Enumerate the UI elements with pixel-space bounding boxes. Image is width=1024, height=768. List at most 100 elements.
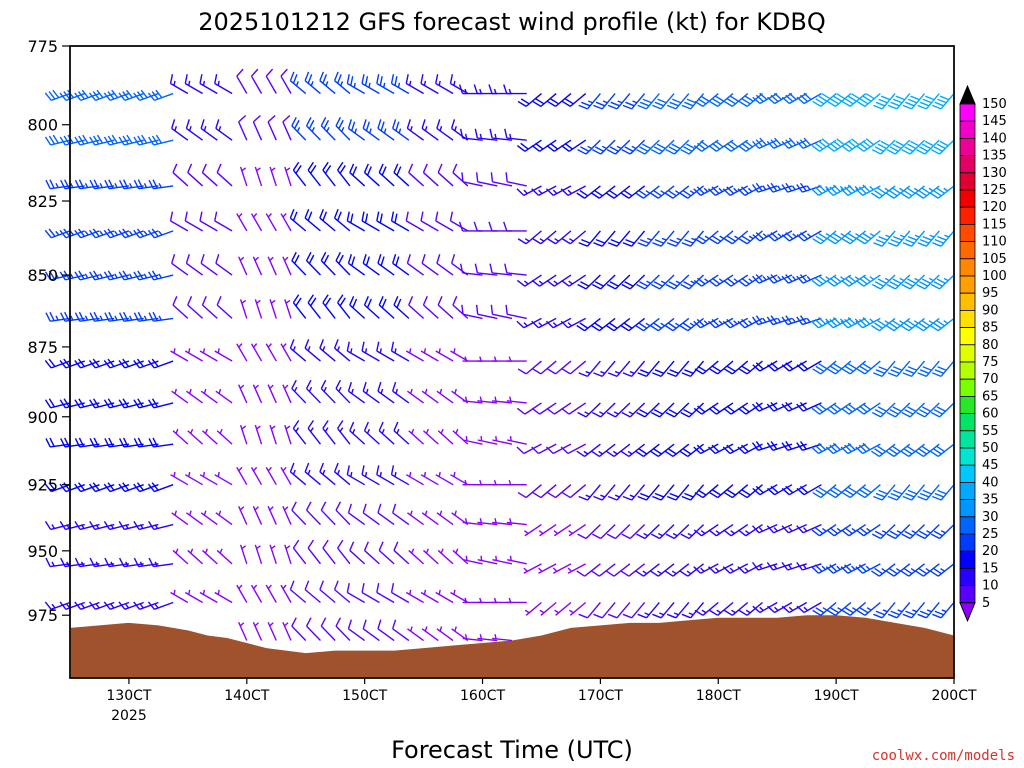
wind-barb [333,208,351,232]
wind-barb [405,211,424,232]
wind-barb [737,274,763,287]
wind-barb [492,436,513,445]
wind-barb [606,402,631,418]
wind-barb [393,541,410,565]
wind-barb [636,139,660,155]
wind-barb [901,139,926,155]
wind-barb [407,626,425,642]
wind-barb [517,360,542,375]
wind-barb [74,437,100,448]
wind-barb [236,68,248,94]
wind-barb [254,299,263,319]
colorbar-bottom-arrow [959,602,976,623]
wind-barb [503,221,527,232]
wind-barb [254,166,263,187]
wind-barb [902,484,926,501]
colorbar-label: 70 [982,372,999,387]
wind-barb [605,185,631,199]
wind-barb [362,119,380,141]
wind-barb [577,524,601,540]
wind-barb [289,580,307,604]
colorbar-swatch [959,155,976,174]
wind-barb [201,163,218,187]
wind-barb [215,119,233,141]
wind-barb [812,484,837,499]
wind-barb [650,443,675,458]
wind-barb [148,398,174,409]
colorbar-label: 150 [982,97,1007,112]
wind-barb [421,388,439,404]
wind-barb [652,230,675,247]
wind-barb [89,557,115,568]
wind-barb [280,68,292,94]
wind-barb [591,317,616,332]
wind-barb [578,360,601,378]
wind-barb [393,163,410,187]
wind-barb [172,296,189,319]
wind-barb [291,617,307,642]
wind-barb [593,602,616,619]
y-tick-label: 975 [27,606,58,625]
wind-barb [335,501,351,526]
wind-barb [392,381,410,404]
wind-barb [576,443,601,458]
wind-barb [855,274,881,287]
wind-barb [856,360,881,375]
colorbar-swatch [959,413,976,432]
colorbar-label: 145 [982,114,1007,129]
wind-barb [347,619,366,642]
wind-barb [304,580,321,604]
wind-barb [929,317,955,332]
wind-barb [477,396,498,404]
x-tick-label: 200CT [931,688,976,704]
wind-barb [650,274,675,290]
wind-barb [60,437,85,448]
wind-barb [650,185,675,199]
wind-barb [709,360,734,375]
wind-barb [901,274,926,290]
wind-barb [679,317,704,332]
wind-barb [378,296,395,319]
x-tick-label: 140CT [224,688,269,704]
wind-barb [886,402,911,418]
wind-barb [44,601,71,610]
wind-barb [812,360,837,375]
wind-barb [665,274,690,290]
wind-barb [932,484,955,501]
wind-barb [855,524,881,537]
wind-barb [147,228,174,239]
wind-barb [547,484,572,499]
wind-barb [420,211,439,232]
wind-barb [577,402,601,418]
wind-barb [322,294,336,319]
wind-barb [346,74,366,95]
wind-barb [505,172,527,187]
wind-barb [459,263,483,276]
wind-barb [291,379,307,404]
wind-barb [916,274,940,290]
wind-barb [812,601,837,616]
wind-barb [885,317,911,332]
wind-barb [305,379,321,404]
wind-barb [841,92,867,107]
wind-barb [841,274,866,287]
wind-barb [376,341,395,362]
wind-barb [694,484,719,499]
wind-barb [103,601,130,610]
wind-barb [104,179,130,190]
wind-barb [593,360,616,378]
wind-barb [376,211,395,232]
wind-barb [320,379,336,404]
wind-barb [650,402,675,418]
wind-barb [320,117,336,141]
wind-barb [405,348,424,362]
wind-barb [363,163,380,187]
wind-barb [74,557,100,568]
wind-barb [607,360,631,378]
wind-barb [284,299,292,319]
wind-barb [185,254,204,276]
wind-barb [304,71,321,95]
wind-barb [421,254,439,276]
wind-barb [902,360,926,378]
wind-barb [652,602,675,619]
